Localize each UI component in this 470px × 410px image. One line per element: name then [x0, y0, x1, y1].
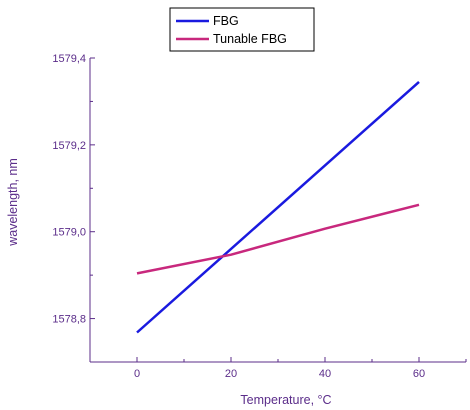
y-tick-label: 1579,4	[52, 53, 86, 65]
x-tick-label: 0	[134, 368, 140, 380]
x-axis-title-unit: °C	[318, 393, 332, 407]
legend-label-tunable-fbg: Tunable FBG	[213, 32, 287, 46]
legend-label-fbg: FBG	[213, 14, 239, 28]
x-tick-label: 20	[225, 368, 237, 380]
axes	[89, 58, 466, 363]
series-line-tunable-fbg	[136, 203, 420, 275]
y-tick-label: 1579,2	[52, 140, 86, 152]
y-tick-label: 1578,8	[52, 314, 86, 326]
series-line-fbg	[136, 80, 420, 334]
legend-box	[169, 7, 315, 52]
legend: FBG Tunable FBG	[169, 7, 315, 52]
y-axis-title: wavelength, nm	[6, 158, 20, 247]
series-layer	[136, 80, 420, 334]
x-tick-label: 60	[413, 368, 425, 380]
ticks: 1578,8 1579,0 1579,2 1579,4 0 20 40 60	[52, 53, 467, 380]
x-axis-title-text: Temperature,	[240, 393, 317, 407]
y-tick-label: 1579,0	[52, 227, 86, 239]
x-tick-label: 40	[319, 368, 331, 380]
x-axis-title: Temperature, °C	[240, 393, 331, 407]
